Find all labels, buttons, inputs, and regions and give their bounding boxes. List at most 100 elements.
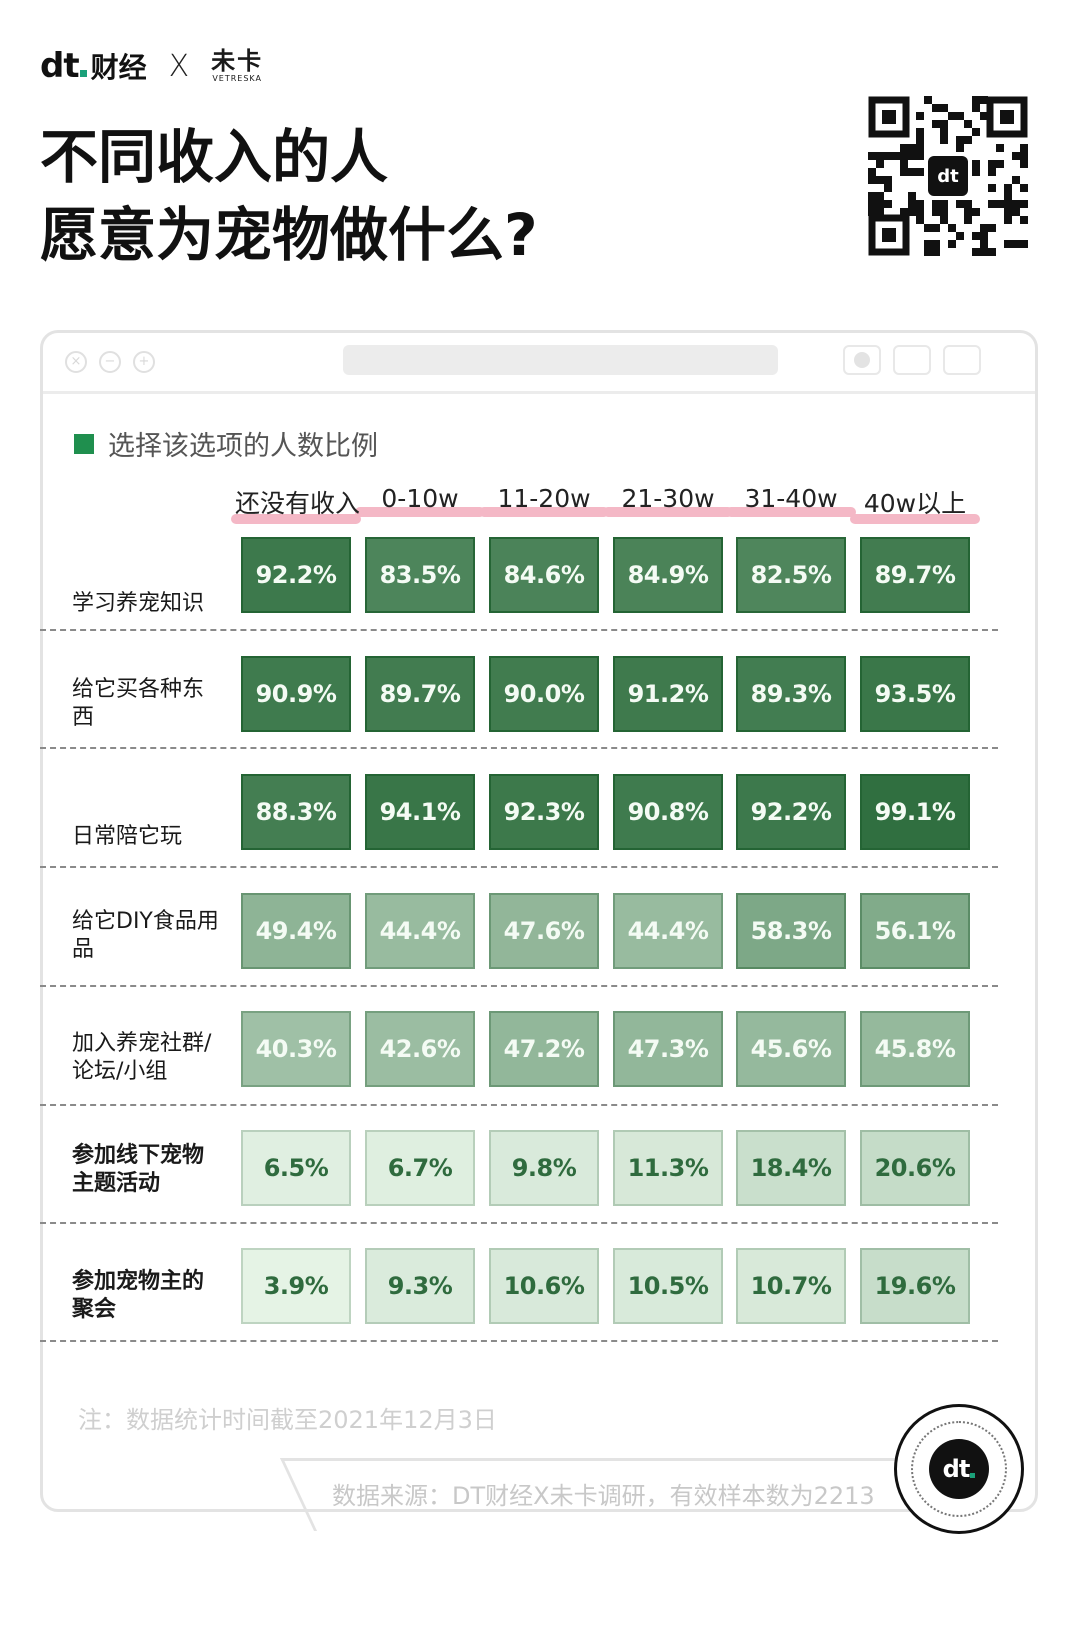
title-line-1: 不同收入的人	[40, 123, 389, 191]
legend-swatch	[74, 433, 94, 454]
column-header: 21-30w	[603, 484, 733, 517]
note-text: 注：数据统计时间截至2021年12月3日	[78, 1406, 497, 1434]
column-header-text: 还没有收入	[235, 489, 361, 518]
partner-name-cn: 未卡	[211, 47, 264, 75]
window-toolbar: × − +	[43, 333, 1035, 394]
data-cell: 45.8%	[860, 1011, 970, 1087]
data-cell: 89.3%	[736, 656, 846, 732]
data-cell: 9.3%	[365, 1248, 475, 1324]
row-divider	[40, 866, 998, 868]
page-title: 不同收入的人 愿意为宠物做什么?	[40, 118, 538, 274]
row-divider	[40, 1104, 998, 1106]
chart-legend: 选择该选项的人数比例	[74, 424, 378, 463]
share-icon[interactable]	[893, 345, 931, 375]
qr-code-icon[interactable]: dt	[868, 96, 1028, 256]
maximize-icon[interactable]: +	[133, 351, 155, 373]
data-cell: 19.6%	[860, 1248, 970, 1324]
row-label: 学习养宠知识	[72, 591, 205, 616]
data-cell: 44.4%	[365, 893, 475, 969]
data-cell: 84.6%	[489, 537, 599, 613]
legend-label: 选择该选项的人数比例	[108, 431, 378, 462]
data-cell: 45.6%	[736, 1011, 846, 1087]
address-bar[interactable]	[343, 345, 778, 375]
row-divider	[40, 629, 998, 631]
dt-logo: dt	[40, 46, 87, 86]
data-cell: 90.0%	[489, 656, 599, 732]
column-header: 11-20w	[479, 484, 609, 517]
row-divider	[40, 985, 998, 987]
row-label: 给它DIY食品用品	[72, 909, 219, 962]
data-cell: 47.6%	[489, 893, 599, 969]
data-cell: 44.4%	[613, 893, 723, 969]
row-divider	[40, 1340, 998, 1342]
data-cell: 6.5%	[241, 1130, 351, 1206]
partner-name-en: VETRESKA	[212, 74, 263, 83]
data-cell: 88.3%	[241, 774, 351, 850]
close-icon[interactable]: ×	[65, 351, 87, 373]
data-cell: 92.2%	[736, 774, 846, 850]
brand-name: 财经	[90, 51, 147, 84]
svg-text:dt: dt	[937, 166, 959, 187]
data-cell: 42.6%	[365, 1011, 475, 1087]
row-label: 给它买各种东西	[72, 677, 205, 730]
data-cell: 3.9%	[241, 1248, 351, 1324]
copy-icon[interactable]	[943, 345, 981, 375]
row-divider	[40, 1222, 998, 1224]
data-cell: 6.7%	[365, 1130, 475, 1206]
row-label: 参加线下宠物主题活动	[72, 1143, 205, 1196]
data-cell: 58.3%	[736, 893, 846, 969]
badge-ring	[911, 1421, 1007, 1517]
data-cell: 94.1%	[365, 774, 475, 850]
data-cell: 90.9%	[241, 656, 351, 732]
header-highlight	[479, 507, 609, 517]
data-cell: 40.3%	[241, 1011, 351, 1087]
data-cell: 9.8%	[489, 1130, 599, 1206]
data-cell: 92.2%	[241, 537, 351, 613]
column-header: 40w以上	[850, 484, 980, 524]
header-highlight	[355, 507, 485, 517]
data-cell: 20.6%	[860, 1130, 970, 1206]
data-cell: 11.3%	[613, 1130, 723, 1206]
column-header-text: 0-10w	[381, 484, 459, 513]
minimize-icon[interactable]: −	[99, 351, 121, 373]
data-cell: 82.5%	[736, 537, 846, 613]
data-cell: 10.5%	[613, 1248, 723, 1324]
data-cell: 49.4%	[241, 893, 351, 969]
header-highlight	[850, 514, 980, 524]
row-label: 加入养宠社群/论坛/小组	[72, 1031, 212, 1084]
data-cell: 47.2%	[489, 1011, 599, 1087]
data-cell: 93.5%	[860, 656, 970, 732]
header-highlight	[726, 507, 856, 517]
data-cell: 83.5%	[365, 537, 475, 613]
data-cell: 10.6%	[489, 1248, 599, 1324]
row-label: 参加宠物主的聚会	[72, 1269, 205, 1322]
row-divider	[40, 747, 998, 749]
header-highlight	[603, 507, 733, 517]
column-header-text: 31-40w	[744, 484, 838, 513]
data-cell: 84.9%	[613, 537, 723, 613]
column-header-text: 40w以上	[863, 489, 967, 518]
data-cell: 47.3%	[613, 1011, 723, 1087]
column-header-text: 21-30w	[621, 484, 715, 513]
data-cell: 99.1%	[860, 774, 970, 850]
column-header: 0-10w	[355, 484, 485, 517]
title-line-2: 愿意为宠物做什么?	[40, 201, 538, 269]
row-label: 日常陪它玩	[72, 824, 183, 849]
dt-badge[interactable]: dt	[894, 1404, 1024, 1534]
data-cell: 90.8%	[613, 774, 723, 850]
column-header-text: 11-20w	[497, 484, 591, 513]
data-cell: 10.7%	[736, 1248, 846, 1324]
brand-header: dt 财经 X 未卡 VETRESKA	[40, 44, 263, 88]
data-cell: 56.1%	[860, 893, 970, 969]
column-header: 还没有收入	[231, 484, 361, 524]
brand-cross: X	[168, 48, 190, 84]
data-cell: 91.2%	[613, 656, 723, 732]
data-cell: 92.3%	[489, 774, 599, 850]
data-cell: 89.7%	[860, 537, 970, 613]
dt-badge-icon: dt	[929, 1439, 989, 1499]
record-icon[interactable]	[843, 345, 881, 375]
partner-logo: 未卡 VETRESKA	[211, 48, 263, 84]
header-highlight	[231, 514, 361, 524]
data-cell: 89.7%	[365, 656, 475, 732]
data-cell: 18.4%	[736, 1130, 846, 1206]
